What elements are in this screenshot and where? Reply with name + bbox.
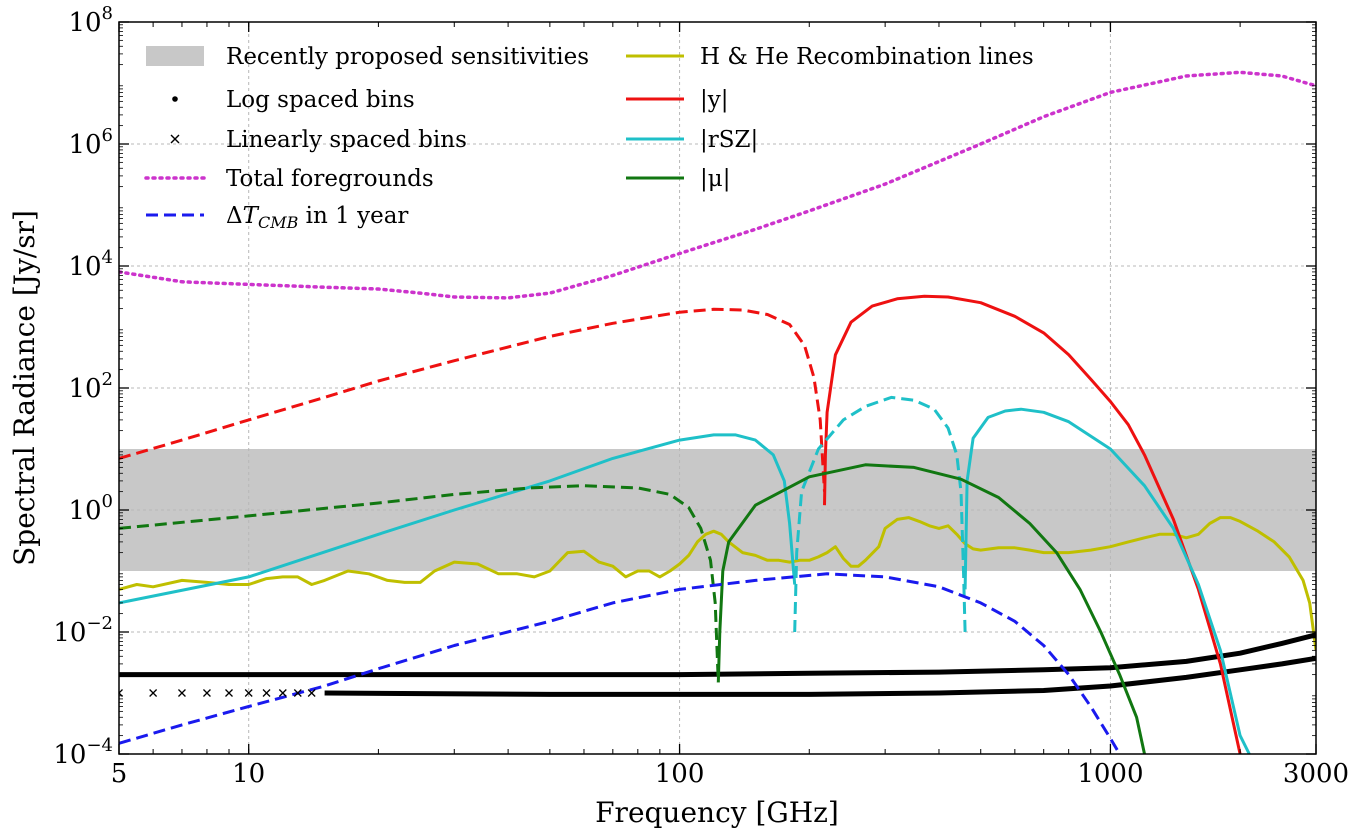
legend-label: Linearly spaced bins bbox=[226, 127, 467, 153]
series-total-foregrounds-line bbox=[119, 70, 1316, 300]
legend-label: |y| bbox=[700, 87, 729, 113]
series-rsz-line bbox=[119, 433, 797, 605]
series-rsz-line bbox=[793, 395, 967, 633]
series-log-spaced-bins-line bbox=[119, 632, 1316, 678]
series-h-he-recombination-lines-line bbox=[119, 516, 1316, 651]
tick-layer: 5 10 100 1000 3000 10−4 10−2 100 102 104 106 108 bbox=[53, 3, 1349, 789]
legend: Recently proposed sensitivities Log space… bbox=[144, 44, 1034, 232]
linear-bin-marker bbox=[244, 689, 253, 697]
legend-entry: |μ| bbox=[626, 166, 730, 192]
y-tick-label: 104 bbox=[68, 247, 113, 282]
linear-bin-marker bbox=[119, 689, 123, 697]
x-axis-title: Frequency [GHz] bbox=[595, 796, 839, 829]
legend-label: H & He Recombination lines bbox=[700, 44, 1034, 70]
linear-bin-marker bbox=[202, 689, 211, 697]
linear-bin-marker bbox=[225, 689, 233, 697]
series-t-cmb-in-1-year-line bbox=[119, 572, 1121, 754]
legend-entry: Linearly spaced bins bbox=[170, 127, 467, 153]
series-series-line bbox=[119, 484, 720, 683]
series-linearly-spaced-bins-line bbox=[324, 655, 1316, 697]
y-tick-label: 108 bbox=[68, 3, 113, 38]
legend-label: ΔTCMB in 1 year bbox=[226, 203, 408, 232]
legend-dot-marker bbox=[172, 96, 178, 102]
legend-entry: Recently proposed sensitivities bbox=[146, 44, 589, 70]
linear-bin-marker bbox=[307, 689, 316, 697]
legend-entry: Log spaced bins bbox=[172, 87, 415, 113]
legend-entry: Total foregrounds bbox=[144, 166, 434, 192]
legend-x-marker bbox=[170, 134, 180, 144]
y-tick-label: 106 bbox=[68, 125, 113, 160]
series-series-line bbox=[716, 463, 1146, 754]
legend-label: Recently proposed sensitivities bbox=[226, 44, 589, 70]
x-tick-label: 3000 bbox=[1283, 759, 1349, 789]
series-rsz-line bbox=[963, 407, 1251, 754]
legend-band-swatch bbox=[146, 46, 204, 66]
legend-entry: H & He Recombination lines bbox=[626, 44, 1034, 70]
linear-bin-marker bbox=[278, 689, 287, 697]
legend-label: |μ| bbox=[700, 166, 730, 192]
series-y-line bbox=[119, 307, 826, 492]
linear-bin-marker bbox=[149, 689, 158, 697]
legend-entry: |rSZ| bbox=[626, 127, 758, 153]
x-tick-label: 1000 bbox=[1077, 759, 1143, 789]
y-axis-title: Spectral Radiance [Jy/sr] bbox=[8, 210, 41, 566]
linear-bin-marker bbox=[178, 689, 186, 697]
y-tick-label: 10−4 bbox=[53, 735, 113, 770]
x-tick-label: 5 bbox=[111, 759, 128, 789]
y-tick-label: 102 bbox=[68, 369, 113, 404]
series-y-line bbox=[823, 294, 1242, 754]
y-tick-label: 100 bbox=[68, 491, 113, 526]
y-tick-label: 10−2 bbox=[53, 613, 113, 648]
linear-bin-marker bbox=[262, 689, 271, 697]
legend-label: Log spaced bins bbox=[226, 87, 415, 113]
linear-bin-marker bbox=[293, 689, 302, 697]
x-tick-label: 100 bbox=[655, 759, 705, 789]
legend-label: Total foregrounds bbox=[226, 166, 434, 192]
legend-label: |rSZ| bbox=[700, 127, 758, 153]
legend-entry: ΔTCMB in 1 year bbox=[146, 203, 408, 232]
series-layer bbox=[119, 70, 1316, 754]
legend-entry: |y| bbox=[626, 87, 729, 113]
x-tick-label: 10 bbox=[232, 759, 265, 789]
